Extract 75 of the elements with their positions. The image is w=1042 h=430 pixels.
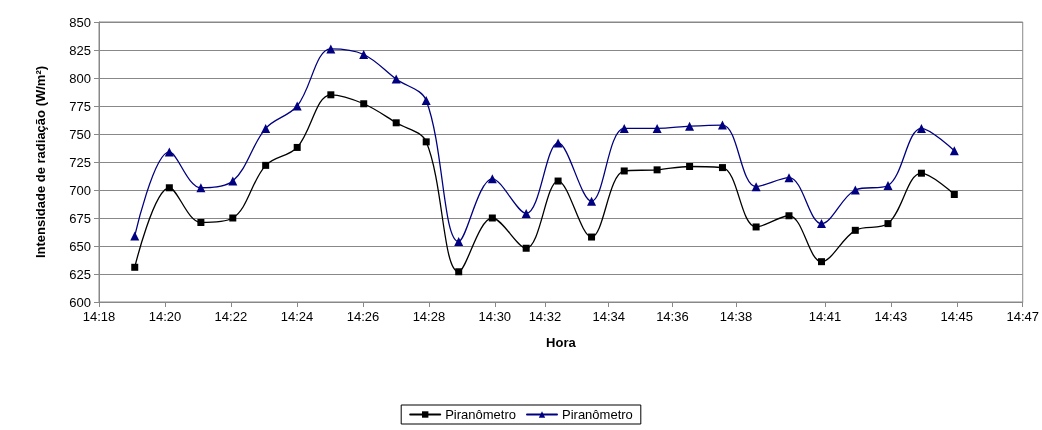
point xyxy=(685,121,695,131)
y-tick-label: 625 xyxy=(69,266,91,282)
x-tick-label: 14:28 xyxy=(412,309,446,324)
point xyxy=(816,219,826,229)
point xyxy=(228,176,238,186)
point xyxy=(752,223,760,231)
y-tick-label: 675 xyxy=(69,210,91,226)
point xyxy=(261,123,271,133)
x-tick-label: 14:30 xyxy=(478,309,512,324)
point xyxy=(917,169,925,177)
point xyxy=(817,258,825,266)
point xyxy=(717,120,727,130)
point xyxy=(718,164,726,172)
point xyxy=(588,233,596,241)
point xyxy=(950,190,958,198)
point xyxy=(165,184,173,192)
point xyxy=(751,182,761,192)
point xyxy=(784,173,794,183)
point xyxy=(229,214,237,222)
point xyxy=(360,100,368,108)
y-tick-label: 700 xyxy=(69,182,91,198)
x-tick-label: 14:20 xyxy=(148,309,182,324)
point xyxy=(653,166,661,174)
point xyxy=(327,91,335,99)
point xyxy=(359,49,369,59)
x-tick-label: 14:32 xyxy=(528,309,562,324)
y-tick-label: 600 xyxy=(69,294,91,310)
x-tick-label: 14:34 xyxy=(592,309,626,324)
point xyxy=(262,161,270,169)
point xyxy=(292,101,302,111)
point xyxy=(391,74,401,84)
point xyxy=(916,123,926,133)
point xyxy=(293,143,301,151)
point xyxy=(521,209,531,219)
legend-label: Piranômetro xyxy=(445,407,516,422)
x-tick-label: 14:43 xyxy=(874,309,908,324)
x-tick-label: 14:41 xyxy=(808,309,842,324)
y-tick-label: 650 xyxy=(69,238,91,254)
y-tick-label: 850 xyxy=(69,14,91,30)
point xyxy=(197,218,205,226)
legend-label: Piranômetro xyxy=(562,407,633,422)
point xyxy=(652,123,662,133)
point xyxy=(522,244,530,252)
y-axis-title: Intensidade de radiação (W/m²) xyxy=(33,65,48,259)
x-tick-label: 14:36 xyxy=(656,309,689,324)
x-tick-label: 14:18 xyxy=(82,309,116,324)
x-tick-label: 14:47 xyxy=(1006,309,1040,324)
point xyxy=(422,138,430,146)
x-tick-label: 14:24 xyxy=(280,309,314,324)
point xyxy=(421,95,431,105)
point xyxy=(554,177,562,185)
point xyxy=(455,268,463,276)
point xyxy=(883,181,893,191)
point xyxy=(454,237,464,247)
x-tick-label: 14:38 xyxy=(719,309,753,324)
point xyxy=(785,212,793,220)
point xyxy=(131,263,139,271)
point xyxy=(851,226,859,234)
x-tick-label: 14:45 xyxy=(940,309,974,324)
point xyxy=(686,162,694,170)
point xyxy=(587,196,597,206)
x-axis-title: Hora xyxy=(546,335,577,350)
point xyxy=(620,167,628,175)
y-tick-label: 750 xyxy=(69,126,91,142)
point xyxy=(884,220,892,228)
x-tick-label: 14:26 xyxy=(346,309,380,324)
point xyxy=(392,119,400,127)
y-tick-label: 825 xyxy=(69,42,91,58)
y-tick-label: 725 xyxy=(69,154,91,170)
x-tick-label: 14:22 xyxy=(214,309,248,324)
point xyxy=(850,185,860,195)
point xyxy=(488,214,496,222)
point xyxy=(619,123,629,133)
y-tick-label: 775 xyxy=(69,98,91,114)
y-tick-label: 800 xyxy=(69,70,91,86)
